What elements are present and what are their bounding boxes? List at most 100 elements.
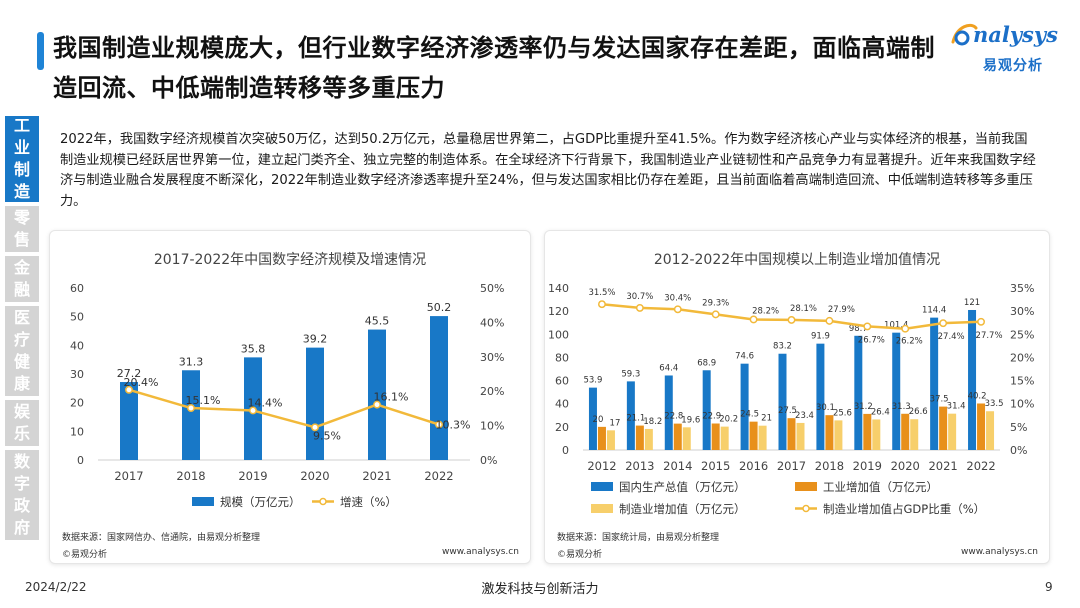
bar-data-label: 20	[593, 415, 604, 425]
footer-date: 2024/2/22	[25, 580, 87, 594]
manufacturing-value-chart: 0 20 40 60 80 100 120 140 0% 5% 10% 15% 20% 25% 30% 35%…	[548, 282, 1034, 516]
bar-1	[901, 413, 910, 450]
bar-data-label: 53.9	[583, 376, 602, 386]
bar-data-label: 50.2	[427, 301, 452, 314]
x-tick-label: 2021	[362, 469, 391, 483]
legend-label: 规模（万亿元）	[220, 495, 301, 509]
line-data-label: 15.1%	[186, 394, 221, 407]
sidebar-item-label: 数字政府	[13, 452, 30, 537]
legend-label: 制造业增加值（万亿元）	[619, 502, 746, 516]
bar-data-label: 23.4	[795, 411, 814, 421]
bar-0	[430, 316, 448, 460]
bar-1	[977, 403, 986, 450]
bar-data-label: 31.2	[854, 402, 873, 412]
bar-1	[863, 413, 872, 450]
x-tick-label: 2021	[928, 459, 957, 473]
bar-data-label: 22.9	[702, 412, 721, 422]
x-tick-label: 2015	[701, 459, 730, 473]
line-data-label: 28.2%	[752, 306, 779, 316]
line-point	[373, 400, 381, 409]
line-point	[311, 423, 319, 432]
bar-data-label: 20.2	[719, 415, 738, 425]
bar-2	[948, 413, 957, 450]
intro-paragraph: 2022年，我国数字经济规模首次突破50万亿，达到50.2万亿元，总量稳居世界第…	[60, 132, 1036, 209]
y-right-tick-label: 5%	[1010, 421, 1027, 434]
sidebar-item-label: 金融	[13, 258, 30, 299]
page-number: 9	[1045, 580, 1053, 594]
bar-data-label: 37.5	[930, 395, 949, 405]
y-left-tick-label: 0	[77, 454, 84, 467]
digital-economy-chart-panel: 2017-2022年中国数字经济规模及增速情况 0 10 20 30 40 50 60 0% 1…	[49, 230, 531, 564]
sidebar-item-digital-government[interactable]: 数字政府	[5, 450, 39, 540]
bar-data-label: 24.5	[740, 410, 759, 420]
line-point	[598, 300, 606, 309]
bar-data-label: 31.3	[892, 402, 911, 412]
line-data-label: 27.4%	[938, 332, 965, 342]
y-right-tick-label: 50%	[480, 282, 504, 295]
sidebar-item-label: 医疗健康	[13, 308, 30, 393]
bar-data-label: 68.9	[697, 358, 716, 368]
bar-0	[930, 317, 939, 450]
y-left-tick-label: 80	[555, 351, 569, 364]
y-right-tick-label: 20%	[1010, 351, 1034, 364]
y-right-tick-label: 0%	[480, 454, 497, 467]
bar-1	[787, 418, 796, 450]
bar-2	[682, 427, 691, 450]
y-right-tick-label: 30%	[480, 351, 504, 364]
bar-2	[758, 425, 767, 450]
sidebar-item-label: 工业制造	[13, 116, 30, 201]
bar-data-label: 19.6	[681, 415, 700, 425]
bar-data-label: 21.1	[626, 414, 645, 424]
bar-0	[702, 370, 711, 450]
line-data-label: 31.5%	[588, 288, 615, 298]
logo-swoosh-icon	[951, 23, 978, 46]
bar-data-label: 74.6	[735, 352, 754, 362]
x-tick-label: 2020	[891, 459, 920, 473]
x-tick-label: 2022	[424, 469, 453, 483]
bar-data-label: 91.9	[811, 332, 830, 342]
bar-data-label: 22.8	[664, 412, 683, 422]
bar-2	[872, 419, 881, 450]
y-left-tick-label: 40	[70, 339, 84, 352]
line-point	[635, 303, 644, 312]
chart-watermark: ©易观分析	[557, 550, 603, 560]
sidebar-item-entertainment[interactable]: 娱乐	[5, 400, 39, 446]
bar-0	[588, 387, 597, 450]
bar-data-label: 35.8	[241, 342, 266, 355]
x-tick-label: 2016	[739, 459, 768, 473]
bar-data-label: 33.5	[985, 399, 1004, 409]
bar-data-label: 114.4	[922, 306, 946, 316]
sidebar-item-retail[interactable]: 零售	[5, 206, 39, 252]
y-left-tick-label: 40	[555, 398, 569, 411]
line-data-label: 26.2%	[896, 337, 923, 347]
bar-0	[626, 381, 635, 450]
bar-data-label: 101.4	[884, 321, 908, 331]
line-data-label: 26.7%	[858, 335, 885, 345]
bar-data-label: 40.2	[968, 391, 987, 401]
bar-0	[182, 370, 200, 460]
y-left-tick-label: 100	[548, 328, 569, 341]
logo-text-en: nalysys	[973, 22, 1058, 47]
x-tick-label: 2022	[966, 459, 995, 473]
bar-0	[740, 363, 749, 450]
y-left-tick-label: 60	[70, 282, 84, 295]
bar-data-label: 25.6	[833, 408, 852, 418]
sidebar-item-finance[interactable]: 金融	[5, 256, 39, 302]
chart-title: 2012-2022年中国规模以上制造业增加值情况	[653, 252, 941, 268]
manufacturing-value-chart-panel: 2012-2022年中国规模以上制造业增加值情况 0 20 40 60 80 100 120…	[544, 230, 1050, 564]
chart-site: www.analysys.cn	[961, 547, 1038, 557]
sidebar-item-industrial-manufacturing[interactable]: 工业制造	[5, 116, 39, 202]
x-tick-label: 2019	[238, 469, 267, 483]
logo-text-cn: 易观分析	[983, 58, 1043, 74]
line-data-label: 27.7%	[976, 331, 1003, 341]
legend-swatch	[591, 504, 613, 513]
y-right-tick-label: 10%	[480, 420, 504, 433]
legend-swatch	[795, 482, 817, 491]
sidebar-item-healthcare[interactable]: 医疗健康	[5, 306, 39, 396]
y-right-tick-label: 0%	[1010, 444, 1027, 457]
y-left-tick-label: 120	[548, 305, 569, 318]
bar-data-label: 64.4	[659, 363, 678, 373]
legend-label: 制造业增加值占GDP比重（%）	[823, 502, 985, 516]
line-data-label: 14.4%	[248, 396, 283, 409]
bar-1	[597, 426, 606, 450]
